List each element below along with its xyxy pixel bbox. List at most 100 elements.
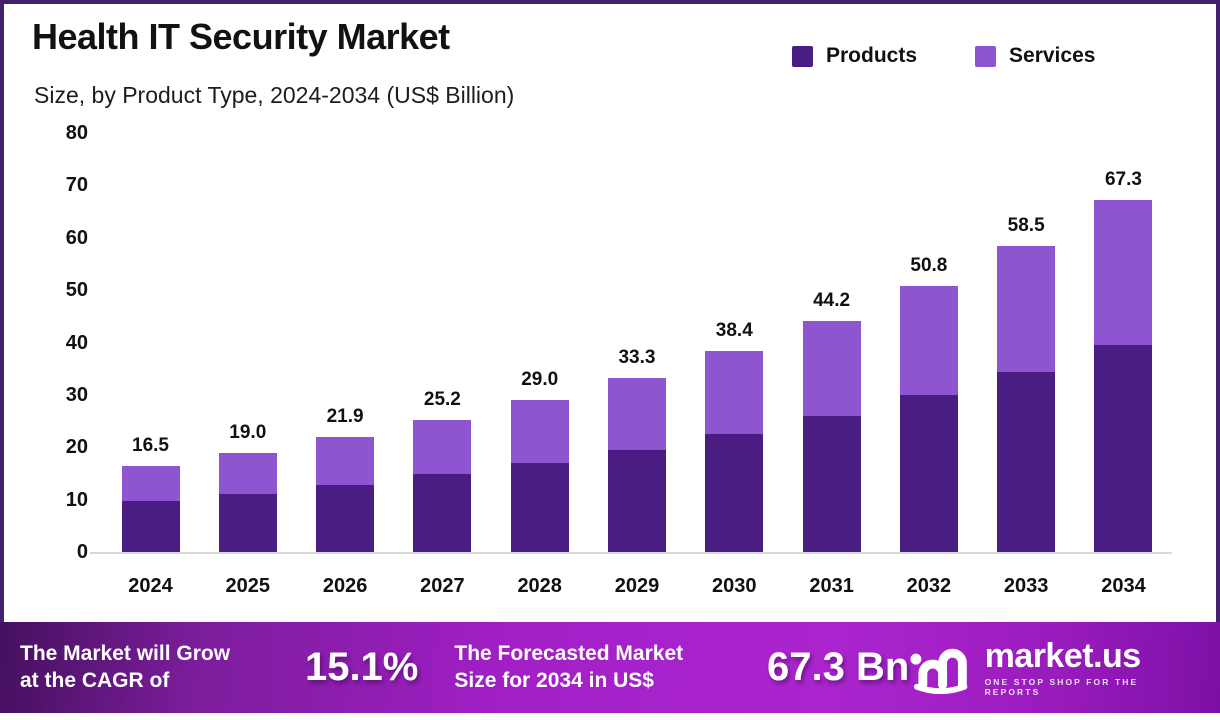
x-axis-label-2027: 2027 (420, 575, 465, 597)
y-tick-70: 70 (65, 174, 88, 197)
services-segment (705, 350, 764, 435)
stacked-bar-2031 (802, 320, 861, 552)
stacked-bar-2026 (316, 437, 375, 552)
brand-text: market.us ONE STOP SHOP FOR THE REPORTS (985, 639, 1196, 697)
y-tick-0: 0 (76, 541, 88, 563)
x-axis-label-2030: 2030 (712, 575, 757, 597)
brand-name: market.us (984, 636, 1142, 675)
stacked-bar-2030 (705, 350, 764, 552)
y-tick-30: 30 (65, 383, 88, 406)
stacked-bar-2027 (413, 420, 472, 552)
x-axis-baseline (90, 552, 1172, 554)
chart-card: Health IT Security Market Size, by Produ… (0, 0, 1220, 622)
services-segment (802, 320, 861, 416)
y-tick-60: 60 (65, 226, 88, 249)
services-segment (218, 452, 277, 494)
bar-group-2034: 67.3 2034 (1075, 133, 1172, 597)
stacked-bar-2034 (1094, 199, 1153, 552)
x-axis-label-2026: 2026 (322, 575, 368, 597)
stacked-bar-2024 (121, 465, 180, 552)
stacked-bar-2025 (218, 452, 277, 552)
x-axis-label-2029: 2029 (614, 575, 660, 597)
bar-value-label: 67.3 (1104, 168, 1142, 190)
y-tick-20: 20 (65, 436, 88, 459)
bar-value-label: 33.3 (618, 346, 656, 368)
legend-label: Products (826, 44, 918, 67)
brand-logo: market.us ONE STOP SHOP FOR THE REPORTS (909, 639, 1200, 697)
stacked-bar-2033 (997, 245, 1056, 552)
forecast-caption: The Forecasted Market Size for 2034 in U… (454, 641, 751, 695)
products-segment (607, 450, 666, 552)
chart-subtitle: Size, by Product Type, 2024-2034 (US$ Bi… (34, 82, 515, 108)
products-segment (316, 484, 375, 552)
bar-value-label: 19.0 (229, 421, 267, 443)
products-segment (121, 500, 180, 552)
bar-value-label: 38.4 (715, 319, 753, 341)
y-tick-10: 10 (65, 488, 88, 511)
forecast-value: 67.3 Bn (767, 645, 910, 689)
services-segment (413, 420, 472, 474)
cagr-caption-line1: The Market will Grow (20, 641, 231, 665)
x-axis-label-2025: 2025 (225, 575, 271, 597)
cagr-value: 15.1% (304, 645, 419, 689)
legend-item-products: Products (792, 44, 917, 68)
brand-tagline: ONE STOP SHOP FOR THE REPORTS (984, 676, 1139, 697)
y-tick-80: 80 (65, 122, 88, 144)
y-tick-40: 40 (65, 331, 88, 354)
bar-value-label: 44.2 (813, 289, 851, 311)
stacked-bar-2032 (899, 285, 958, 552)
services-segment (316, 437, 375, 485)
stacked-bar-plot: 16.5 2024 19.0 2025 21.9 2026 25.2 2027 29.0 2028… (90, 133, 1172, 597)
bar-value-label: 50.8 (910, 254, 948, 276)
stacked-bar-2029 (607, 377, 666, 552)
products-segment (218, 493, 277, 552)
products-swatch-icon (792, 45, 813, 67)
y-axis: 0 10 20 30 40 50 60 70 80 (32, 122, 88, 563)
chart-legend: Products Services (792, 44, 1095, 68)
bar-group-2030: 38.4 2030 (686, 133, 783, 597)
services-segment (510, 400, 569, 463)
products-segment (413, 473, 472, 552)
bar-value-label: 21.9 (326, 406, 364, 428)
x-axis-label-2028: 2028 (517, 575, 562, 597)
services-segment (607, 377, 666, 451)
legend-item-services: Services (975, 44, 1095, 68)
products-segment (1094, 345, 1153, 552)
bar-group-2027: 25.2 2027 (394, 133, 491, 597)
x-axis-label-2034: 2034 (1101, 575, 1146, 597)
cagr-caption-line2: at the CAGR of (20, 668, 170, 692)
bar-group-2028: 29.0 2028 (491, 133, 588, 597)
products-segment (899, 394, 958, 552)
legend-label: Services (1009, 44, 1096, 67)
products-segment (705, 434, 764, 552)
services-segment (1094, 199, 1153, 346)
forecast-caption-line1: The Forecasted Market (454, 641, 684, 665)
products-segment (997, 372, 1056, 552)
stacked-bar-2028 (510, 400, 569, 552)
x-axis-label-2033: 2033 (1003, 575, 1049, 597)
page-title: Health IT Security Market (32, 16, 450, 57)
bar-value-label: 25.2 (423, 389, 461, 411)
forecast-caption-line2: Size for 2034 in US$ (454, 668, 654, 692)
bar-group-2033: 58.5 2033 (978, 133, 1075, 597)
cagr-caption: The Market will Grow at the CAGR of (20, 641, 289, 695)
bar-value-label: 58.5 (1007, 214, 1045, 236)
bar-group-2026: 21.9 2026 (297, 133, 394, 597)
x-axis-label-2031: 2031 (809, 575, 854, 597)
services-swatch-icon (975, 45, 997, 67)
bar-value-label: 16.5 (132, 434, 169, 456)
bar-group-2031: 44.2 2031 (783, 133, 880, 597)
bar-group-2025: 19.0 2025 (199, 133, 296, 597)
services-segment (121, 465, 180, 501)
y-tick-50: 50 (65, 279, 88, 302)
bar-group-2024: 16.5 2024 (102, 133, 199, 597)
bar-value-label: 29.0 (521, 369, 559, 391)
services-segment (899, 285, 958, 395)
bar-group-2029: 33.3 2029 (588, 133, 685, 597)
bar-group-2032: 50.8 2032 (880, 133, 977, 597)
x-axis-label-2024: 2024 (128, 575, 173, 597)
footer-banner: The Market will Grow at the CAGR of 15.1… (0, 622, 1220, 713)
products-segment (510, 462, 569, 552)
x-axis-label-2032: 2032 (906, 575, 952, 597)
